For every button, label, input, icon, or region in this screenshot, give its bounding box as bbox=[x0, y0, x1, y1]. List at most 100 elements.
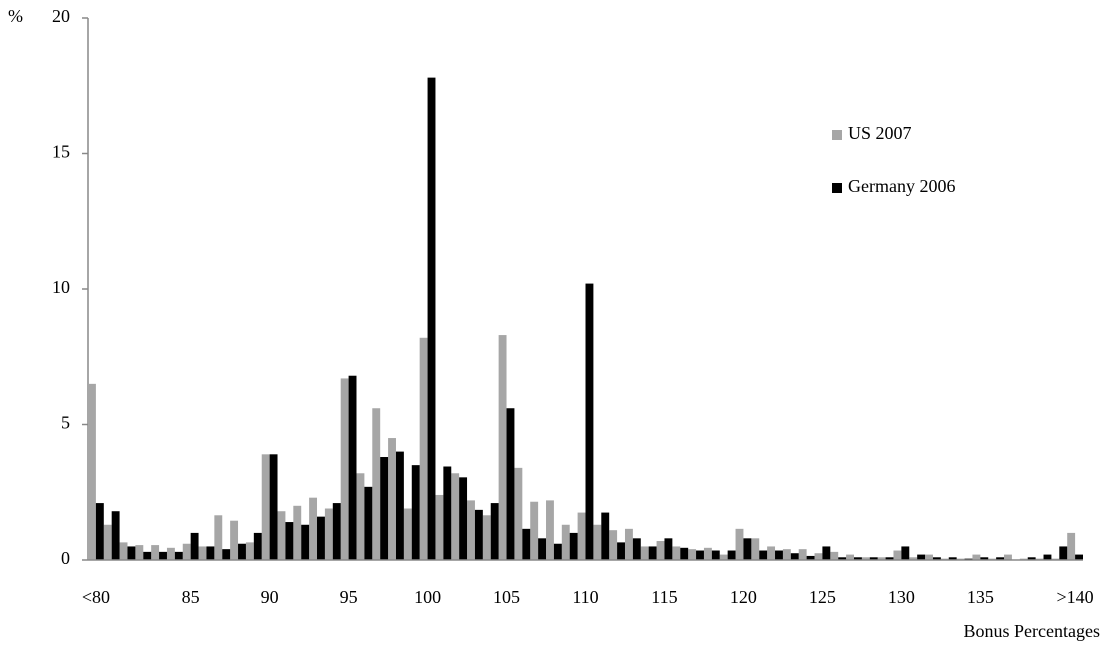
bar bbox=[1043, 554, 1052, 560]
y-tick-label: 10 bbox=[52, 277, 70, 297]
y-tick-label: 0 bbox=[61, 548, 70, 568]
bar bbox=[285, 522, 294, 560]
x-tick-label: 100 bbox=[414, 587, 441, 607]
bar bbox=[340, 378, 349, 560]
bar bbox=[877, 557, 886, 560]
legend-label: US 2007 bbox=[848, 123, 912, 143]
bar bbox=[372, 408, 381, 560]
bar bbox=[822, 546, 831, 560]
bar bbox=[95, 503, 104, 560]
x-tick-label: 115 bbox=[651, 587, 677, 607]
x-tick-label: 120 bbox=[730, 587, 757, 607]
x-tick-label: 125 bbox=[809, 587, 836, 607]
bar bbox=[585, 283, 594, 560]
bar bbox=[364, 486, 373, 560]
bar bbox=[743, 538, 752, 560]
bar bbox=[719, 554, 728, 560]
bar bbox=[317, 516, 325, 560]
x-tick-label: <80 bbox=[82, 587, 110, 607]
bar bbox=[688, 549, 697, 560]
bar bbox=[814, 553, 823, 560]
x-tick-label: 135 bbox=[967, 587, 994, 607]
x-tick-label: 85 bbox=[182, 587, 200, 607]
bar bbox=[222, 549, 231, 560]
bar bbox=[443, 466, 452, 560]
bar bbox=[190, 532, 199, 560]
bar bbox=[135, 545, 144, 560]
bar bbox=[932, 557, 941, 560]
bar bbox=[996, 557, 1005, 560]
bar bbox=[388, 438, 396, 560]
bar bbox=[893, 550, 902, 560]
bar bbox=[309, 497, 318, 560]
bar bbox=[348, 375, 357, 560]
bar bbox=[451, 473, 460, 560]
bar bbox=[143, 551, 152, 560]
bar bbox=[735, 528, 744, 560]
x-tick-label: 110 bbox=[572, 587, 598, 607]
bar bbox=[782, 549, 791, 560]
bar bbox=[838, 557, 847, 560]
bar bbox=[664, 538, 673, 560]
bar bbox=[917, 554, 926, 560]
bar bbox=[127, 546, 136, 560]
bar bbox=[230, 520, 239, 560]
bar bbox=[174, 551, 183, 560]
bar bbox=[798, 549, 807, 560]
bar bbox=[869, 557, 878, 560]
bar bbox=[151, 545, 160, 560]
bar bbox=[806, 555, 815, 560]
bar bbox=[577, 512, 586, 560]
legend-swatch bbox=[832, 183, 842, 193]
bar bbox=[269, 454, 278, 560]
y-tick-label: 20 bbox=[52, 6, 70, 26]
bar bbox=[1075, 554, 1083, 560]
bar bbox=[696, 550, 704, 560]
bar bbox=[909, 557, 918, 560]
bar bbox=[522, 528, 531, 560]
bar bbox=[332, 503, 341, 560]
y-tick-label: 15 bbox=[52, 142, 70, 162]
bar bbox=[846, 554, 854, 560]
bar bbox=[474, 509, 483, 560]
bar bbox=[403, 508, 412, 560]
bar bbox=[624, 528, 633, 560]
bar bbox=[159, 551, 167, 560]
bar bbox=[553, 543, 562, 560]
bar bbox=[751, 538, 760, 560]
bar bbox=[640, 546, 649, 560]
bar bbox=[103, 524, 112, 560]
bar bbox=[395, 451, 404, 560]
x-tick-label: 105 bbox=[493, 587, 520, 607]
bar bbox=[1004, 554, 1012, 560]
legend-label: Germany 2006 bbox=[848, 176, 955, 196]
bar bbox=[182, 543, 191, 560]
bar bbox=[166, 547, 175, 560]
bar bbox=[506, 408, 515, 560]
legend-swatch bbox=[832, 130, 842, 140]
bar bbox=[427, 77, 436, 561]
bar bbox=[885, 557, 894, 560]
bar bbox=[435, 494, 444, 560]
bar bbox=[119, 542, 128, 560]
bar bbox=[972, 554, 981, 560]
bar bbox=[593, 524, 602, 560]
x-tick-label: 90 bbox=[261, 587, 279, 607]
bar bbox=[727, 550, 736, 560]
bar bbox=[711, 550, 720, 560]
bar bbox=[514, 467, 523, 560]
bar bbox=[214, 515, 223, 560]
bar bbox=[467, 500, 475, 560]
bar bbox=[111, 511, 120, 560]
bar bbox=[672, 546, 681, 560]
bar bbox=[648, 546, 657, 560]
bar bbox=[1027, 557, 1036, 560]
bar bbox=[293, 505, 302, 560]
bar bbox=[206, 546, 215, 560]
bar bbox=[324, 508, 333, 560]
bar bbox=[356, 473, 365, 560]
bar bbox=[277, 511, 286, 560]
bar bbox=[261, 454, 270, 560]
bar bbox=[656, 541, 665, 560]
